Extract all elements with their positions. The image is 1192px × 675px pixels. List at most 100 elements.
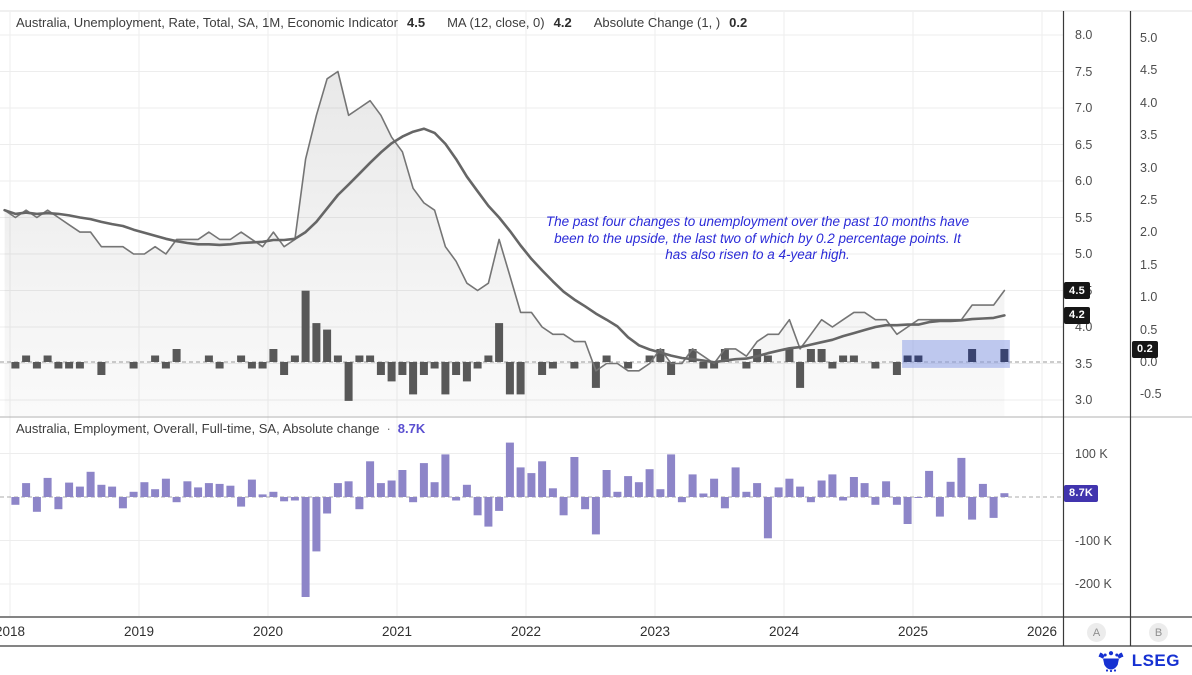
employment-bar xyxy=(495,497,504,511)
employment-bar xyxy=(978,483,987,497)
change-bar xyxy=(656,349,665,362)
change-bar xyxy=(914,355,923,362)
employment-bar xyxy=(538,461,547,497)
axis-tick-label: 7.0 xyxy=(1075,101,1093,115)
change-bar xyxy=(172,349,181,362)
change-bar xyxy=(258,362,267,369)
employment-bar xyxy=(290,497,299,501)
employment-bar xyxy=(581,497,590,510)
axis-tick-label: 0.0 xyxy=(1140,355,1158,369)
change-bar xyxy=(409,362,418,395)
employment-bar xyxy=(183,481,192,497)
employment-bar xyxy=(65,482,74,497)
employment-bar xyxy=(247,479,256,497)
change-bar xyxy=(290,355,299,362)
change-bar xyxy=(602,355,611,362)
employment-bar xyxy=(172,497,181,503)
x-axis-year: 2025 xyxy=(897,624,929,639)
employment-bar xyxy=(667,454,676,497)
change-bar xyxy=(785,349,794,362)
employment-bar xyxy=(226,485,235,497)
axis-tick-label: 6.5 xyxy=(1075,137,1093,152)
axis-tick-label: 3.5 xyxy=(1075,356,1093,371)
employment-bar xyxy=(860,483,869,497)
change-bar xyxy=(151,355,160,362)
change-bar xyxy=(720,349,729,362)
employment-bar xyxy=(817,480,826,497)
change-bar xyxy=(366,355,375,362)
employment-bar xyxy=(151,489,160,497)
change-bar xyxy=(54,362,63,369)
panel1-legend[interactable]: Australia, Unemployment, Rate, Total, SA… xyxy=(16,15,769,30)
employment-bar xyxy=(742,491,751,497)
change-bar xyxy=(548,362,557,369)
axis-tick-label: 2.0 xyxy=(1140,225,1158,240)
employment-bar xyxy=(129,491,138,497)
series-rate-value: 4.5 xyxy=(406,15,426,30)
last-employment-badge: 8.7K xyxy=(1064,484,1099,502)
change-bar xyxy=(247,362,256,369)
axis-tick-label: 1.0 xyxy=(1140,290,1158,305)
employment-bar xyxy=(333,483,342,497)
employment-bar xyxy=(419,463,428,497)
employment-bar xyxy=(22,483,31,497)
x-axis-year: 2018 xyxy=(0,624,26,639)
employment-bar xyxy=(54,497,63,510)
employment-bar xyxy=(796,486,805,497)
employment-bar xyxy=(398,470,407,497)
axis-tick-label: 6.0 xyxy=(1075,174,1093,188)
employment-bar xyxy=(366,461,375,497)
employment-bar xyxy=(677,497,686,503)
employment-bar xyxy=(957,457,966,497)
axis-tick-label: 5.0 xyxy=(1140,31,1158,45)
change-bar xyxy=(473,362,482,369)
axis-column-b: 5.0 4.5 4.0 3.5 3.0 2.5 2.0 1.5 1.0 0.5 0.0 -0.5 xyxy=(1130,0,1192,647)
employment-bar xyxy=(613,491,622,497)
employment-bar xyxy=(839,497,848,501)
employment-bar xyxy=(258,494,267,497)
change-bar xyxy=(452,362,461,375)
axis-a-button[interactable]: A xyxy=(1087,623,1106,642)
change-bar xyxy=(570,362,579,369)
axis-tick-label: -100 K xyxy=(1075,533,1112,548)
employment-bar xyxy=(688,474,697,497)
change-bar xyxy=(280,362,289,375)
employment-bar xyxy=(656,489,665,497)
employment-bar xyxy=(892,497,901,505)
axis-b-button[interactable]: B xyxy=(1149,623,1168,642)
employment-bar xyxy=(785,478,794,497)
axis-tick-label: 4.0 xyxy=(1140,95,1158,110)
change-bar xyxy=(269,349,278,362)
highlight-region xyxy=(902,340,1010,368)
employment-bar xyxy=(355,497,364,510)
change-bar xyxy=(398,362,407,375)
employment-bar xyxy=(624,476,633,497)
change-bar xyxy=(667,362,676,375)
axis-tick-label: 1.5 xyxy=(1140,257,1158,272)
employment-bar xyxy=(280,497,289,502)
change-bar xyxy=(430,362,439,369)
change-bar xyxy=(796,362,805,388)
change-bar xyxy=(129,362,138,369)
change-bar xyxy=(699,362,708,369)
employment-bar xyxy=(118,497,127,509)
change-bar xyxy=(462,362,471,382)
employment-bar xyxy=(602,470,611,497)
change-bar xyxy=(237,355,246,362)
change-bar xyxy=(516,362,525,395)
change-bar xyxy=(871,362,880,369)
x-axis-year: 2026 xyxy=(1026,624,1058,639)
panel2-legend[interactable]: Australia, Employment, Overall, Full-tim… xyxy=(16,421,425,436)
legend-separator: · xyxy=(386,421,391,436)
employment-bar xyxy=(871,497,880,505)
last-rate-badge: 4.5 xyxy=(1064,282,1090,299)
rate-area-fill xyxy=(4,71,1005,416)
x-axis-year: 2020 xyxy=(252,624,284,639)
axis-tick-label: 5.5 xyxy=(1075,210,1093,225)
series-ma-value: 4.2 xyxy=(553,15,572,30)
change-bar xyxy=(849,355,858,362)
series-change-label: Absolute Change (1, ) xyxy=(593,15,721,30)
employment-bar xyxy=(301,497,310,597)
employment-bar xyxy=(376,483,385,497)
